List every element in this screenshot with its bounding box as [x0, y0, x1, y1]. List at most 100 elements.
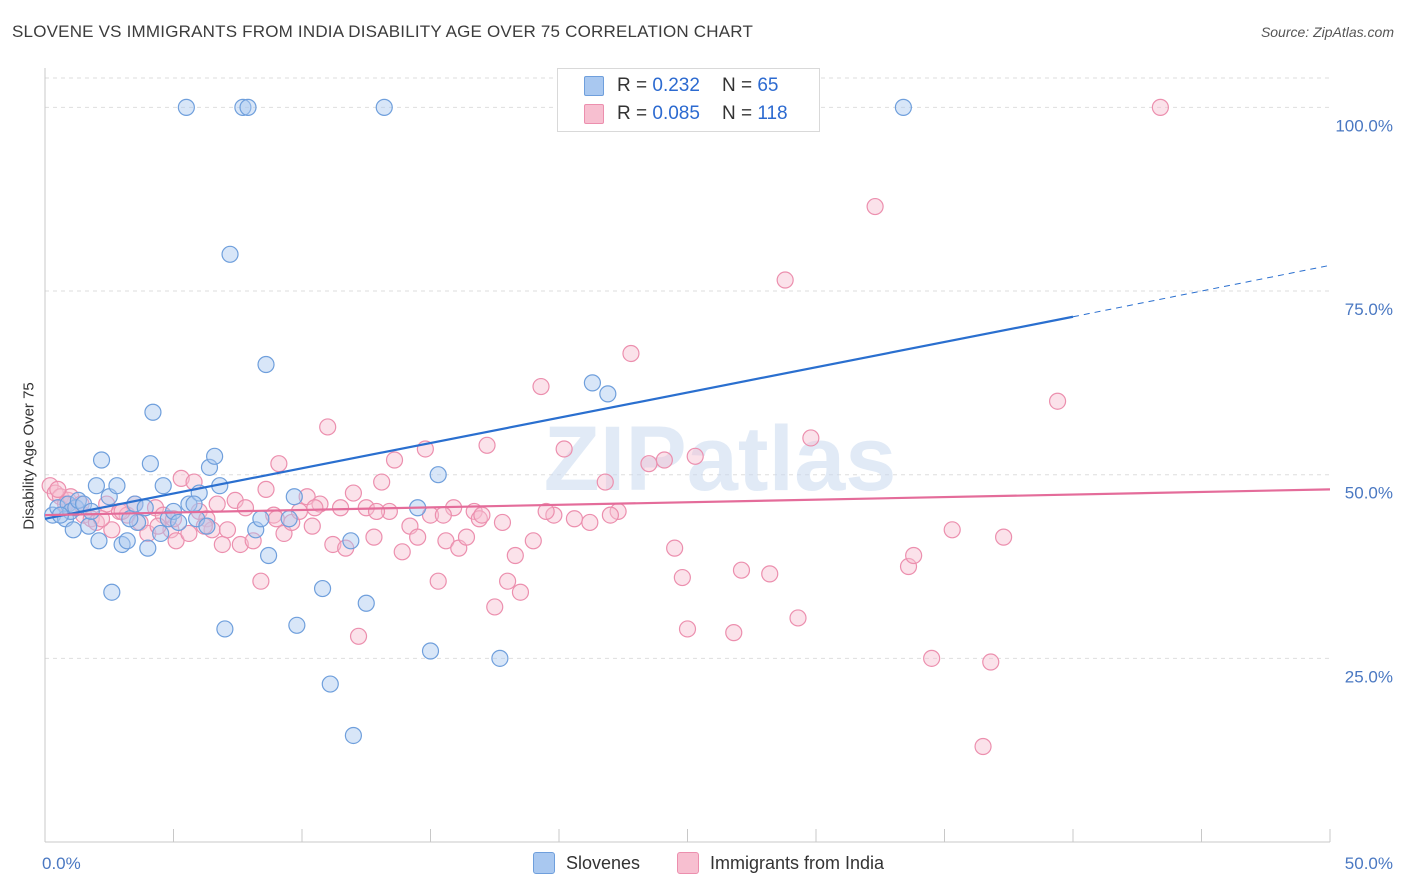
india-point [565, 510, 584, 528]
slovenes-point [154, 477, 172, 495]
bottom-legend-label-slovenes: Slovenes [566, 852, 641, 873]
india-point [103, 521, 121, 539]
source-label: Source: ZipAtlas.com [1260, 24, 1394, 40]
india-point [1151, 98, 1169, 116]
slovenes-point [285, 488, 303, 506]
india-point [732, 561, 751, 579]
india-point [511, 583, 530, 601]
india-point [365, 528, 383, 546]
india-point [473, 506, 491, 524]
slovenes-point [321, 675, 339, 693]
legend-n-label: N = [721, 75, 753, 96]
y-tick-label: 100.0% [1335, 116, 1393, 135]
legend-swatch-india [584, 104, 604, 124]
axes [44, 68, 1331, 843]
slovenes-point [141, 455, 159, 473]
legend-r-label: R = [617, 103, 648, 124]
india-point [943, 521, 961, 539]
x-tick-label: 0.0% [42, 854, 81, 873]
india-point [244, 532, 262, 550]
india-point [208, 495, 226, 513]
india-point [725, 624, 743, 642]
legend-row-slovenes: R = 0.232 N = 65 [584, 75, 778, 97]
slovenes-point [90, 532, 108, 550]
india-point [537, 502, 555, 521]
slovenes-points [44, 98, 912, 745]
india-point [995, 528, 1013, 546]
slovenes-point [252, 510, 270, 528]
bottom-legend-slovenes: Slovenes [533, 852, 640, 874]
india-point [213, 535, 231, 554]
india-point [555, 440, 573, 458]
india-point [1048, 392, 1067, 410]
bottom-legend: Slovenes Immigrants from India [0, 852, 1406, 878]
slovenes-point [491, 649, 509, 667]
slovenes-point [257, 355, 275, 374]
india-point [434, 506, 452, 524]
legend-r-value: 0.232 [652, 75, 700, 96]
india-point [655, 451, 673, 469]
slovenes-point [342, 532, 360, 550]
india-point [982, 653, 1000, 671]
slovenes-point [216, 620, 234, 638]
india-point [270, 455, 288, 473]
trend-lines [44, 264, 1331, 520]
india-point [373, 473, 391, 491]
india-point [49, 480, 67, 498]
slovenes-point [80, 517, 98, 535]
india-point [306, 499, 324, 517]
india-point [640, 455, 658, 473]
legend-r-value: 0.085 [652, 103, 700, 124]
india-point [180, 524, 198, 543]
chart-title: SLOVENE VS IMMIGRANTS FROM INDIA DISABIL… [12, 22, 754, 41]
india-point [331, 499, 350, 517]
slovenes-point [221, 245, 239, 263]
india-point [761, 565, 779, 583]
india-point [622, 344, 640, 363]
india-point [218, 521, 237, 539]
legend-n-value: 118 [757, 103, 788, 124]
y-tick-label: 75.0% [1345, 300, 1393, 319]
slovenes-point [121, 510, 139, 528]
india-point [385, 451, 404, 469]
slovenes-point [185, 495, 203, 513]
slovenes-point [894, 98, 912, 116]
slovenes-point [583, 374, 602, 392]
bottom-legend-label-india: Immigrants from India [710, 852, 885, 873]
india-point [666, 539, 684, 557]
slovenes-point [144, 403, 162, 421]
legend-r-label: R = [617, 75, 648, 96]
india-point [478, 436, 496, 454]
india-point [303, 517, 321, 535]
slovenes-point [108, 477, 126, 495]
india-point [437, 532, 455, 550]
india-point [457, 528, 476, 546]
india-point [236, 499, 255, 517]
bottom-legend-india: Immigrants from India [677, 852, 884, 874]
slovenes-point [259, 546, 278, 565]
india-point [172, 469, 190, 487]
india-point [524, 532, 542, 550]
india-point [866, 197, 884, 216]
india-point [601, 506, 620, 524]
slovenes-point [87, 477, 106, 495]
legend-swatch-slovenes [584, 76, 604, 96]
india-point [581, 513, 599, 532]
slovenes-point [152, 524, 170, 543]
slovenes-point [288, 616, 306, 634]
slovenes-point [234, 98, 252, 116]
india-point [324, 535, 342, 554]
slovenes-point [247, 521, 265, 539]
india-point [673, 568, 691, 587]
y-tick-label: 25.0% [1345, 667, 1393, 686]
india-point [486, 598, 504, 616]
india-point [686, 447, 704, 465]
legend-row-india: R = 0.085 N = 118 [584, 103, 788, 125]
india-point [167, 532, 185, 550]
india-point [499, 572, 517, 590]
slovenes-point [421, 642, 440, 660]
india-trend-line [44, 488, 1331, 517]
india-point [319, 418, 337, 436]
india-point [776, 271, 794, 289]
watermark: ZIPatlas [544, 408, 897, 510]
